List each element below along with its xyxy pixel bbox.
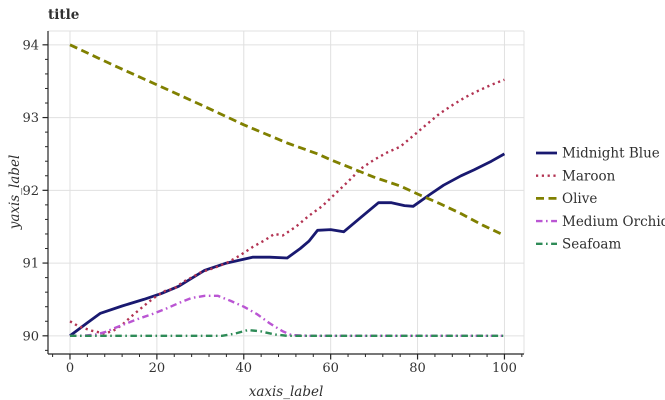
x-tick-label: 60 (322, 361, 339, 376)
chart-title: title (48, 7, 80, 23)
series-line-medium-orchid (70, 294, 505, 337)
y-tick-label: 91 (22, 257, 39, 272)
y-axis-label: yaxis_label (7, 154, 23, 230)
y-tick-label: 92 (22, 184, 39, 199)
x-tick-label: 40 (235, 361, 252, 376)
series-line-seafoam (70, 328, 505, 337)
x-tick-label: 20 (149, 361, 166, 376)
x-axis-label: xaxis_label (248, 384, 324, 400)
y-tick-label: 94 (22, 38, 39, 53)
x-tick-label: 0 (66, 361, 74, 376)
x-tick-label: 80 (409, 361, 426, 376)
legend-label-midnight-blue: Midnight Blue (562, 146, 660, 162)
legend-label-olive: Olive (562, 191, 597, 207)
series-line-midnight-blue (69, 152, 506, 337)
legend-label-maroon: Maroon (562, 168, 616, 184)
y-tick-label: 90 (22, 329, 39, 344)
y-tick-label: 93 (22, 111, 39, 126)
x-tick-label: 100 (492, 361, 517, 376)
legend-label-seafoam: Seafoam (562, 237, 621, 253)
legend-label-medium-orchid: Medium Orchid (562, 214, 665, 230)
series-line-olive (69, 43, 505, 237)
